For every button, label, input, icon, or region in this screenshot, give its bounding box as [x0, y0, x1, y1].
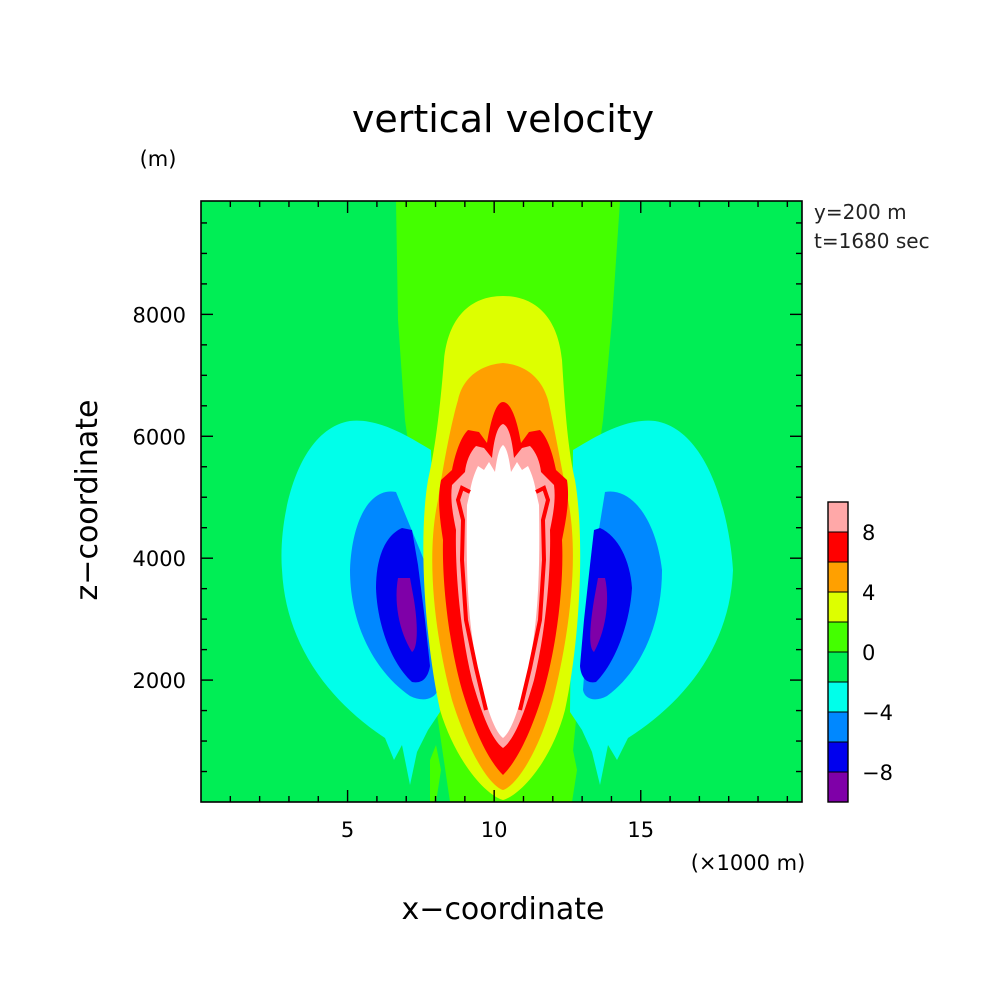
- plot-field: [201, 201, 802, 802]
- colorbar-tick-label: −8: [862, 761, 893, 785]
- colorbar-segment: [828, 622, 848, 652]
- annotation-y-position: y=200 m: [814, 200, 907, 224]
- colorbar-segment: [828, 682, 848, 712]
- colorbar-segment: [828, 712, 848, 742]
- colorbar-segment: [828, 772, 848, 802]
- chart-title: vertical velocity: [352, 97, 654, 141]
- colorbar-tick-label: 0: [862, 641, 875, 665]
- x-tick-label: 15: [627, 818, 654, 842]
- x-axis-label: x−coordinate: [402, 892, 605, 927]
- y-tick-label: 2000: [133, 669, 186, 693]
- y-tick-label: 6000: [133, 425, 186, 449]
- plot-frame: [200, 200, 803, 803]
- colorbar: 8 4 0 −4 −8: [827, 501, 893, 803]
- contour-level-neg10-to-neg8-left: [396, 578, 417, 652]
- colorbar-segment: [828, 652, 848, 682]
- colorbar-segment: [828, 532, 848, 562]
- x-axis-ticks: 5 10 15: [229, 201, 789, 842]
- contour-line-8-left: [455, 485, 488, 711]
- contour-streak-right: [566, 745, 577, 802]
- colorbar-tick-label: −4: [862, 701, 893, 725]
- colorbar-tick-label: 8: [862, 521, 875, 545]
- x-tick-label: 10: [481, 818, 508, 842]
- contour-streak-left: [430, 745, 441, 802]
- annotation-time: t=1680 sec: [814, 229, 930, 253]
- x-tick-label: 5: [341, 818, 354, 842]
- y-tick-label: 8000: [133, 303, 186, 327]
- y-unit-label: (m): [140, 147, 177, 171]
- colorbar-segment: [828, 592, 848, 622]
- y-axis-label: z−coordinate: [70, 400, 105, 601]
- contour-line-8-right: [518, 485, 551, 711]
- contour-level-neg10-to-neg8-right: [590, 578, 608, 652]
- contour-level-above-10: [466, 445, 540, 738]
- colorbar-segment: [828, 742, 848, 772]
- colorbar-segment: [828, 562, 848, 592]
- y-tick-label: 4000: [133, 547, 186, 571]
- y-axis-ticks: 2000 4000 6000 8000: [133, 222, 802, 773]
- x-unit-label: (×1000 m): [691, 851, 806, 875]
- colorbar-segment: [828, 502, 848, 532]
- colorbar-tick-label: 4: [862, 581, 875, 605]
